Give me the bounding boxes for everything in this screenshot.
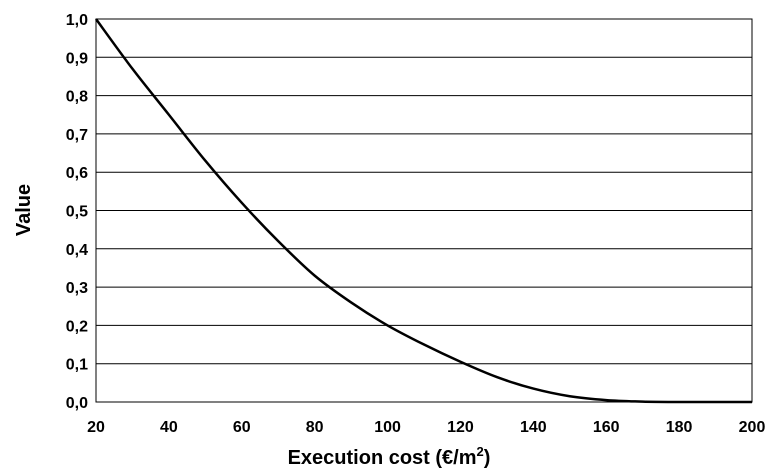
y-tick-labels: 0,0 0,1 0,2 0,3 0,4 0,5 0,6 0,7 0,8 0,9 1,0 — [66, 12, 88, 412]
x-tick-label: 160 — [593, 419, 620, 436]
y-tick-label: 0,4 — [66, 242, 88, 259]
x-tick-label: 80 — [306, 419, 324, 436]
plot-border — [95, 18, 753, 403]
x-tick-label: 40 — [160, 419, 178, 436]
y-tick-label: 0,5 — [66, 204, 88, 221]
x-tick-label: 20 — [87, 419, 105, 436]
y-tick-label: 0,7 — [66, 127, 88, 144]
x-axis-title: Execution cost (€/m2) — [288, 444, 491, 469]
y-axis-title: Value — [13, 184, 35, 236]
y-tick-label: 1,0 — [66, 12, 88, 29]
x-axis-title-main: Execution cost (€/m — [288, 447, 477, 469]
x-tick-label: 140 — [520, 419, 547, 436]
x-tick-label: 100 — [374, 419, 401, 436]
y-tick-label: 0,9 — [66, 50, 88, 67]
y-tick-label: 0,1 — [66, 357, 88, 374]
x-tick-label: 60 — [233, 419, 251, 436]
y-tick-label: 0,0 — [66, 395, 88, 412]
x-tick-labels: 20 40 60 80 100 120 140 160 180 200 — [87, 419, 765, 436]
y-tick-label: 0,2 — [66, 318, 88, 335]
x-tick-label: 200 — [739, 419, 766, 436]
y-tick-label: 0,6 — [66, 165, 88, 182]
x-tick-label: 180 — [666, 419, 693, 436]
y-tick-label: 0,3 — [66, 280, 88, 297]
x-axis-title-end: ) — [484, 447, 491, 469]
y-tick-label: 0,8 — [66, 89, 88, 106]
x-axis-title-superscript: 2 — [477, 444, 484, 459]
x-tick-label: 120 — [447, 419, 474, 436]
